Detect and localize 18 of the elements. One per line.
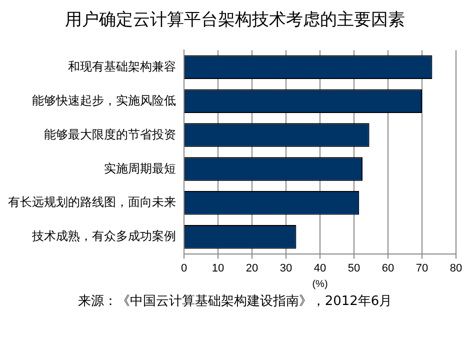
x-tick-label: 40 [314, 262, 326, 274]
x-tick-label: 80 [450, 262, 462, 274]
y-tick-label: 和现有基础架构兼容 [68, 59, 176, 74]
x-tick-label: 10 [212, 262, 224, 274]
y-tick-label: 有长远规划的路线图，面向未来 [8, 195, 176, 210]
x-tick-label: 0 [180, 262, 188, 274]
x-axis-title: (%) [312, 278, 328, 290]
x-tick-label: 70 [416, 262, 428, 274]
y-tick-label: 技术成熟，有众多成功案例 [31, 229, 176, 244]
x-tick-label: 50 [348, 262, 360, 274]
source-note: 来源：《中国云计算基础架构建设指南》，2012年6月 [76, 293, 394, 310]
chart-title: 用户确定云计算平台架构技术考虑的主要因素 [64, 9, 406, 31]
x-tick-label: 30 [280, 262, 292, 274]
y-tick-label: 能够快速起步，实施风险低 [32, 93, 176, 108]
y-tick-label: 能够最大限度的节省投资 [44, 127, 176, 142]
y-tick-label: 实施周期最短 [104, 161, 176, 176]
x-tick-label: 60 [382, 262, 394, 274]
x-tick-label: 20 [246, 262, 258, 274]
